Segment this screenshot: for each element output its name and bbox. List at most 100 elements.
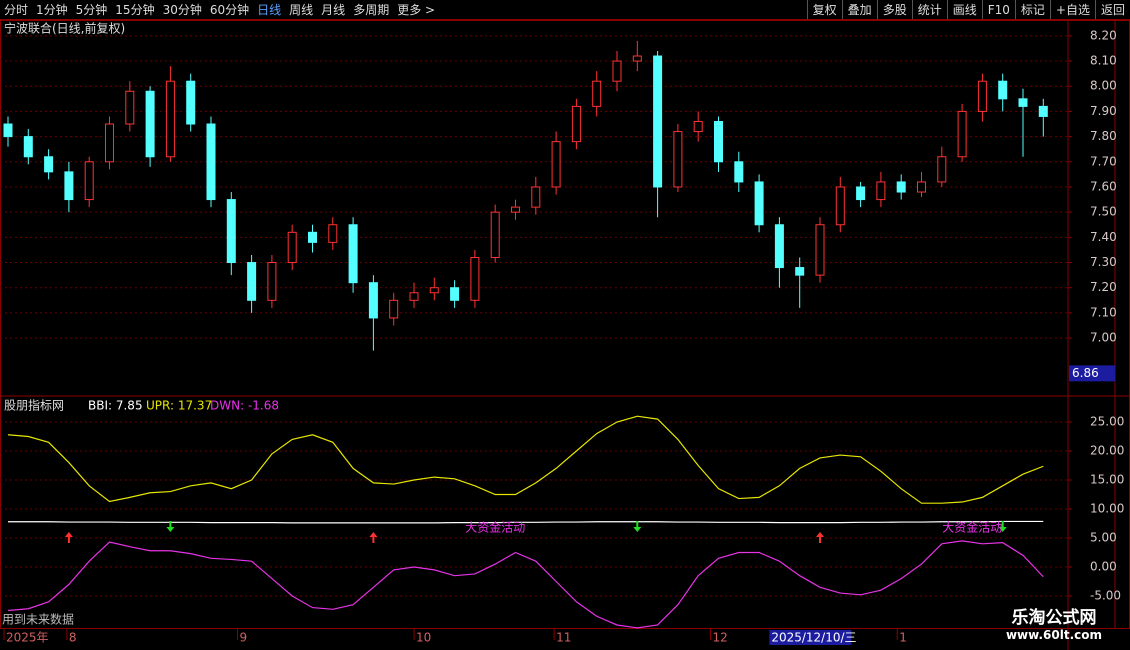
- toolbar-button[interactable]: 标记: [1014, 0, 1050, 19]
- toolbar-tab[interactable]: 日线: [257, 3, 282, 17]
- candle-body: [44, 156, 54, 173]
- y-tick-label: 7.10: [1090, 305, 1117, 319]
- candle-body: [673, 131, 683, 188]
- y-tick-label: 7.30: [1090, 255, 1117, 269]
- indicator-line: [7, 415, 1044, 504]
- candle-body: [653, 55, 663, 188]
- y-tick-label: 8.00: [1090, 79, 1117, 93]
- candle-body: [105, 123, 114, 163]
- buy-arrow: [64, 532, 73, 543]
- toolbar-tab[interactable]: 5分钟: [75, 3, 108, 17]
- candle-body: [571, 105, 581, 143]
- y-tick-label: 8.20: [1090, 28, 1117, 42]
- candle-body: [429, 287, 439, 294]
- candle-body: [876, 181, 886, 201]
- x-tick-label: 9: [239, 631, 247, 645]
- candle-body: [531, 186, 541, 208]
- chart-title: 宁波联合(日线,前复权): [4, 21, 125, 36]
- candle-body: [693, 120, 703, 133]
- buy-arrow: [816, 532, 824, 543]
- y-tick-label: 20.00: [1090, 443, 1124, 457]
- toolbar-tab[interactable]: 15分钟: [115, 3, 155, 17]
- candle-body: [125, 90, 135, 125]
- candle-body: [84, 161, 94, 201]
- candle-body: [815, 224, 825, 276]
- indicator-line: [7, 540, 1044, 629]
- candle-body: [511, 206, 520, 213]
- x-tick-label: 8: [69, 631, 77, 645]
- watermark-name: 乐淘公式网: [1011, 608, 1097, 628]
- toolbar-button[interactable]: +自选: [1049, 0, 1095, 19]
- toolbar-right: 复权 叠加 多股 统计 画线 F10 标记 +自选 返回: [806, 0, 1130, 19]
- y-tick-label: -5.00: [1090, 588, 1121, 602]
- toolbar-tab[interactable]: 更多 >: [397, 3, 436, 17]
- candle-body: [795, 267, 805, 276]
- toolbar-tab[interactable]: 60分钟: [209, 3, 250, 17]
- candle-body: [287, 231, 297, 264]
- candle-body: [308, 231, 317, 243]
- cursor-date-box: [769, 630, 852, 645]
- watermark-url: www.60lt.com: [1005, 628, 1102, 642]
- toolbar-tab[interactable]: 分时: [4, 3, 29, 17]
- y-tick-label: 10.00: [1090, 501, 1124, 515]
- y-tick-label: 7.20: [1090, 280, 1117, 294]
- toolbar-tab[interactable]: 周线: [289, 3, 314, 17]
- y-tick-label: 7.00: [1090, 331, 1117, 345]
- sell-arrow: [633, 521, 642, 532]
- legend-entry: DWN: -1.68: [210, 399, 279, 413]
- candle-body: [612, 60, 622, 82]
- y-tick-label: 7.60: [1090, 179, 1117, 193]
- candle-body: [145, 90, 155, 158]
- cursor-price-box: [1069, 365, 1115, 382]
- toolbar-tab[interactable]: 月线: [321, 3, 346, 17]
- candle-body: [957, 110, 967, 158]
- candle-body: [734, 161, 744, 183]
- candle-body: [389, 299, 399, 319]
- candle-body: [917, 181, 926, 193]
- legend-entry: BBI: 7.85: [88, 399, 143, 413]
- y-tick-label: 15.00: [1090, 472, 1124, 486]
- candle-body: [896, 181, 906, 193]
- toolbar-button[interactable]: 复权: [806, 0, 842, 19]
- toolbar-button[interactable]: 统计: [911, 0, 947, 19]
- candle-body: [977, 80, 987, 112]
- y-tick-label: 7.90: [1090, 104, 1117, 118]
- toolbar-tab[interactable]: 30分钟: [162, 3, 202, 17]
- candle-body: [247, 262, 257, 301]
- sell-arrow: [998, 521, 1007, 532]
- candle-body: [226, 199, 236, 264]
- candle-body: [450, 287, 460, 301]
- toolbar-button[interactable]: 返回: [1094, 0, 1130, 19]
- indicator-title: 股朋指标网: [4, 398, 64, 413]
- y-tick-label: 7.50: [1090, 205, 1117, 219]
- candle-body: [592, 80, 602, 107]
- candle-body: [714, 120, 723, 163]
- annotation: 大资金活动: [942, 520, 1002, 535]
- toolbar-button[interactable]: 叠加: [841, 0, 877, 19]
- candle-body: [368, 282, 378, 319]
- toolbar-button[interactable]: 画线: [946, 0, 982, 19]
- y-tick-label: 7.40: [1090, 230, 1117, 244]
- candle-body: [23, 136, 33, 158]
- indicator-line: [8, 520, 1044, 524]
- candle-body: [165, 80, 175, 158]
- candle-body: [835, 186, 845, 226]
- candle-body: [64, 171, 74, 201]
- y-tick-label: 8.10: [1090, 54, 1117, 68]
- x-tick-label: 12: [712, 631, 727, 645]
- candle-body: [856, 186, 866, 201]
- toolbar-tab[interactable]: 1分钟: [36, 3, 68, 17]
- toolbar-tab[interactable]: 多周期: [353, 3, 390, 17]
- x-tick-label: 1: [899, 631, 907, 645]
- toolbar-button[interactable]: F10: [981, 0, 1015, 19]
- x-tick-label: 10: [416, 631, 431, 645]
- candle-body: [348, 224, 358, 284]
- candle-body: [1018, 98, 1028, 107]
- candle-body: [3, 123, 13, 138]
- toolbar-button[interactable]: 多股: [876, 0, 912, 19]
- cursor-price: 6.86: [1072, 366, 1099, 380]
- legend-entry: UPR: 17.37: [146, 399, 212, 413]
- sell-arrow: [166, 521, 175, 532]
- candle-body: [267, 262, 277, 301]
- candle-body: [186, 80, 196, 125]
